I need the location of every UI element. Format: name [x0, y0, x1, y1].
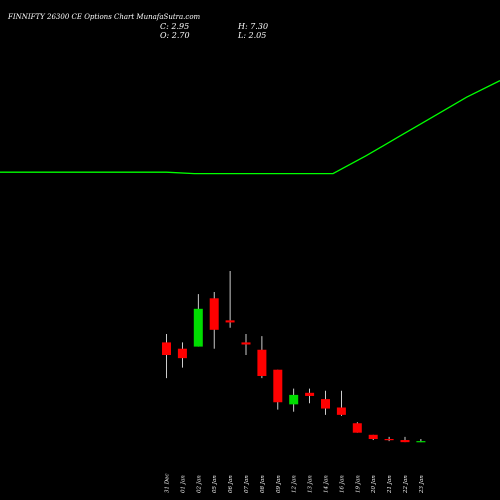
- x-tick-label: 08 Jan: [260, 475, 266, 493]
- low-label: L: 2.05: [237, 31, 266, 40]
- candle: [400, 436, 410, 443]
- x-tick-label: 09 Jan: [276, 475, 282, 493]
- candle: [368, 434, 378, 441]
- candle-body: [321, 399, 330, 409]
- candle-body: [400, 440, 410, 443]
- candle-body: [257, 349, 267, 376]
- overlay-line: [0, 80, 500, 175]
- x-tick-label: 23 Jan: [419, 475, 425, 494]
- candle: [193, 294, 203, 347]
- candle-body: [193, 308, 203, 347]
- candle-body: [352, 423, 362, 433]
- x-tick-label: 05 Jan: [212, 475, 218, 493]
- x-tick-label: 16 Jan: [339, 475, 345, 493]
- candle-body: [241, 342, 251, 345]
- candle: [257, 336, 267, 379]
- x-tick-label: 22 Jan: [403, 475, 409, 494]
- candle-body: [384, 439, 394, 441]
- candle: [241, 334, 251, 355]
- candle-body: [305, 392, 315, 396]
- candle-body: [177, 348, 187, 359]
- x-tick-label: 21 Jan: [387, 475, 393, 494]
- candle: [177, 342, 187, 368]
- x-tick-label: 14 Jan: [324, 475, 330, 493]
- candle-body: [368, 434, 378, 439]
- x-tick-label: 12 Jan: [292, 475, 298, 493]
- high-label: H: 7.30: [237, 22, 268, 31]
- candle: [336, 390, 346, 416]
- x-tick-label: 20 Jan: [371, 475, 377, 494]
- candle: [352, 422, 362, 433]
- open-label: O: 2.70: [160, 31, 190, 40]
- candle: [289, 388, 299, 412]
- x-tick-label: 19 Jan: [355, 475, 361, 493]
- candle-body: [336, 407, 346, 415]
- candle: [273, 369, 283, 410]
- candle-body: [225, 320, 235, 323]
- candle: [384, 436, 394, 442]
- candle-body: [273, 369, 283, 403]
- candle: [305, 388, 315, 404]
- x-tick-label: 06 Jan: [228, 475, 234, 493]
- candle: [225, 271, 235, 328]
- candle: [416, 439, 426, 443]
- x-tick-label: 07 Jan: [244, 475, 250, 493]
- candles-layer: [162, 271, 426, 443]
- candle: [321, 390, 330, 415]
- candle-body: [209, 298, 219, 330]
- close-label: C: 2.95: [160, 22, 189, 31]
- x-tick-label: 31 Dec: [165, 474, 171, 494]
- candle: [209, 292, 219, 349]
- candle-body: [289, 394, 299, 405]
- x-tick-label: 13 Jan: [308, 475, 314, 493]
- candle: [162, 334, 171, 379]
- overlay-line-layer: [0, 80, 500, 175]
- chart-title: FINNIFTY 26300 CE Options Chart MunafaSu…: [7, 13, 201, 21]
- candle-body: [416, 441, 426, 443]
- x-tick-label: 02 Jan: [196, 475, 202, 493]
- x-tick-labels: 31 Dec 01 Jan 02 Jan 05 Jan 06 Jan 07 Jan 08 J…: [165, 474, 425, 495]
- candle-body: [162, 342, 171, 355]
- x-tick-label: 01 Jan: [180, 475, 186, 493]
